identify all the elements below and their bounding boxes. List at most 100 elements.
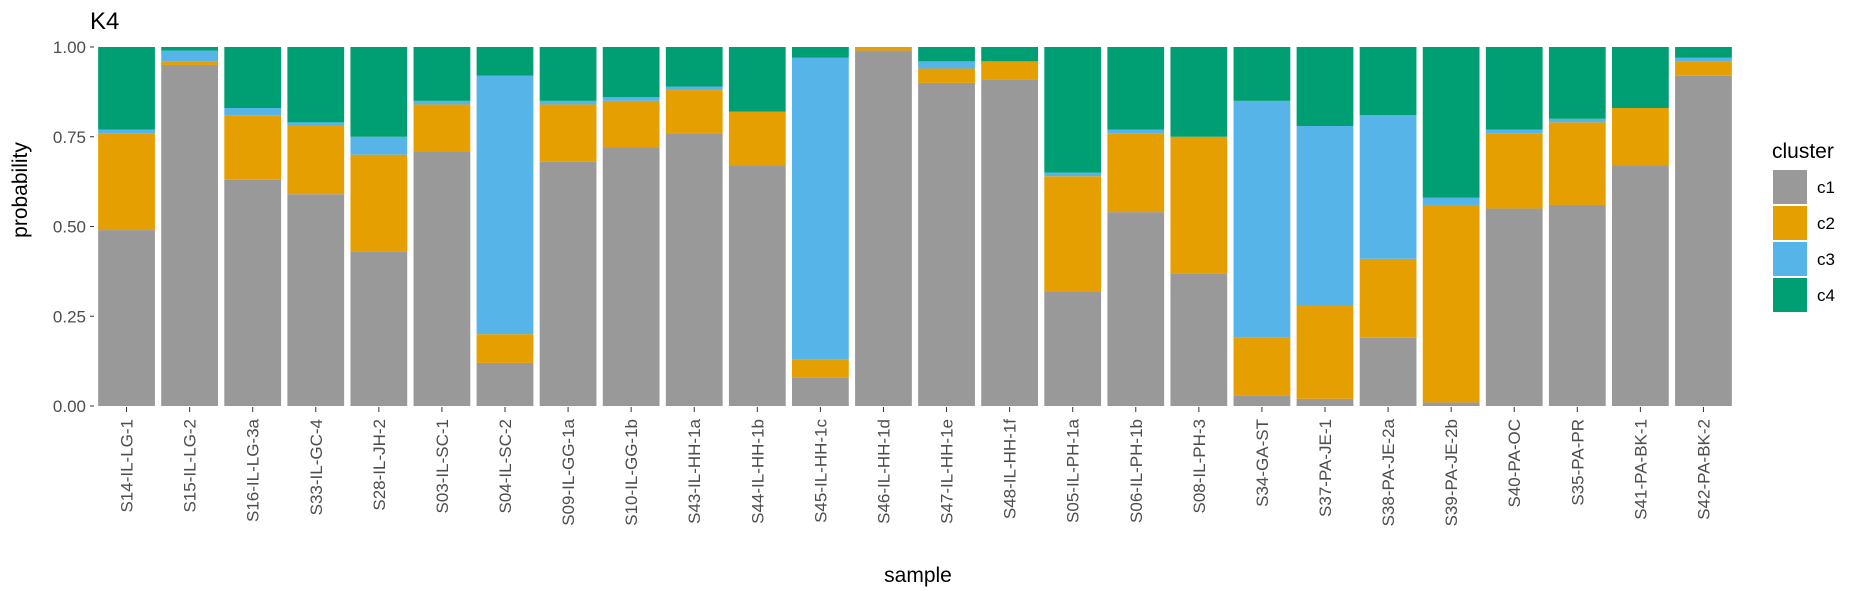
bar-segment-c1 (476, 362, 534, 406)
bar-segment-c3 (792, 57, 849, 360)
bar-segment-c1 (161, 64, 218, 406)
bars (98, 47, 1732, 407)
bar-segment-c2 (1359, 258, 1417, 338)
bar-segment-c1 (350, 251, 408, 406)
y-tick-label: 0.75 (53, 128, 86, 147)
legend-label-c1: c1 (1817, 178, 1835, 197)
x-tick-label: S16-IL-LG-3a (244, 418, 263, 522)
bar-segment-c4 (539, 47, 597, 101)
bar-segment-c4 (161, 47, 218, 51)
bar-segment-c2 (1233, 337, 1291, 396)
bar-segment-c2 (350, 154, 408, 252)
bar-segment-c4 (350, 47, 408, 137)
bar-segment-c1 (1675, 75, 1732, 406)
x-tick-label: S47-IL-HH-1e (938, 419, 957, 524)
x-tick-label: S09-IL-GG-1a (559, 418, 578, 525)
bar-segment-c3 (1107, 129, 1165, 134)
y-tick-label: 0.50 (53, 218, 86, 237)
bar-segment-c4 (224, 47, 282, 109)
bar-segment-c4 (792, 47, 849, 58)
bar-segment-c4 (1675, 47, 1732, 58)
bar-segment-c2 (981, 61, 1038, 80)
bar-segment-c1 (1485, 208, 1543, 406)
bar-segment-c4 (602, 47, 660, 98)
legend-key-c1 (1773, 170, 1807, 204)
y-tick-label: 1.00 (53, 38, 86, 57)
x-tick-label: S04-IL-SC-2 (496, 419, 515, 513)
bar-segment-c2 (287, 125, 345, 195)
bar-segment-c4 (476, 47, 534, 76)
bar-segment-c4 (728, 47, 786, 112)
bar-segment-c4 (665, 47, 723, 87)
bar-segment-c3 (1044, 172, 1102, 177)
x-tick-label: S34-GA-ST (1253, 419, 1272, 507)
bar-segment-c2 (1170, 136, 1228, 274)
x-tick-label: S10-IL-GG-1b (622, 419, 641, 526)
bar-segment-c1 (224, 179, 282, 406)
bar-segment-c2 (1675, 61, 1732, 76)
bar-segment-c2 (792, 359, 849, 378)
bar-segment-c1 (981, 79, 1038, 406)
y-axis: 0.00 0.25 0.50 0.75 1.00 (53, 38, 94, 416)
legend-title: cluster (1772, 140, 1834, 163)
chart-title: K4 (90, 8, 119, 35)
bar-segment-c3 (1422, 197, 1480, 205)
legend-key-c2 (1773, 206, 1807, 240)
bar-segment-c2 (476, 334, 534, 363)
legend: cluster c1 c2 c3 c4 (1772, 140, 1835, 312)
x-tick-label: S41-PA-BK-1 (1631, 419, 1650, 520)
bar-segment-c3 (350, 136, 408, 155)
bar-segment-c2 (1296, 305, 1354, 399)
bar-segment-c2 (1485, 133, 1543, 209)
bar-segment-c1 (1170, 273, 1228, 406)
bar-segment-c3 (918, 61, 975, 69)
bar-segment-c4 (1422, 47, 1480, 198)
x-tick-label: S03-IL-SC-1 (433, 419, 452, 513)
x-tick-label: S42-PA-BK-2 (1694, 419, 1713, 520)
bar-segment-c2 (161, 61, 218, 65)
bar-segment-c2 (1044, 176, 1102, 292)
bar-segment-c3 (224, 108, 282, 116)
bar-segment-c1 (1359, 337, 1417, 406)
bar-segment-c2 (539, 104, 597, 162)
x-tick-label: S35-PA-PR (1568, 419, 1587, 506)
bar-segment-c4 (1359, 47, 1417, 116)
x-tick-label: S39-PA-JE-2b (1442, 419, 1461, 526)
x-tick-label: S40-PA-OC (1505, 419, 1524, 508)
bar-segment-c2 (98, 133, 155, 231)
bar-segment-c3 (476, 75, 534, 335)
bar-segment-c4 (98, 47, 155, 130)
x-tick-label: S05-IL-PH-1a (1064, 418, 1083, 522)
bar-segment-c3 (1485, 129, 1543, 134)
x-tick-label: S46-IL-HH-1d (874, 419, 893, 524)
bar-segment-c4 (1044, 47, 1102, 173)
y-axis-title: probability (9, 142, 32, 238)
bar-segment-c3 (98, 129, 155, 134)
bar-segment-c1 (918, 82, 975, 407)
bar-segment-c4 (287, 47, 345, 123)
bar-segment-c3 (602, 97, 660, 101)
bar-segment-c1 (413, 151, 471, 406)
bar-segment-c1 (665, 133, 723, 406)
bar-segment-c2 (1107, 133, 1165, 213)
x-tick-label: S45-IL-HH-1c (811, 419, 830, 523)
bar-segment-c2 (665, 90, 723, 134)
bar-segment-c1 (855, 50, 912, 407)
bar-segment-c3 (1675, 57, 1732, 62)
x-tick-label: S43-IL-HH-1a (685, 418, 704, 523)
bar-segment-c1 (1422, 402, 1480, 406)
bar-segment-c1 (287, 194, 345, 406)
bar-segment-c3 (287, 122, 345, 126)
bar-segment-c4 (1107, 47, 1165, 130)
x-tick-label: S08-IL-PH-3 (1190, 419, 1209, 513)
bar-segment-c3 (1233, 100, 1291, 338)
x-tick-label: S14-IL-LG-1 (118, 419, 137, 513)
bar-segment-c3 (539, 100, 597, 105)
bar-segment-c4 (413, 47, 471, 101)
x-tick-label: S33-IL-GC-4 (307, 419, 326, 515)
x-tick-label: S38-PA-JE-2a (1379, 418, 1398, 526)
bar-segment-c3 (413, 100, 471, 105)
bar-segment-c2 (855, 47, 912, 51)
y-tick-label: 0.25 (53, 307, 86, 326)
x-tick-label: S28-IL-JH-2 (370, 419, 389, 511)
